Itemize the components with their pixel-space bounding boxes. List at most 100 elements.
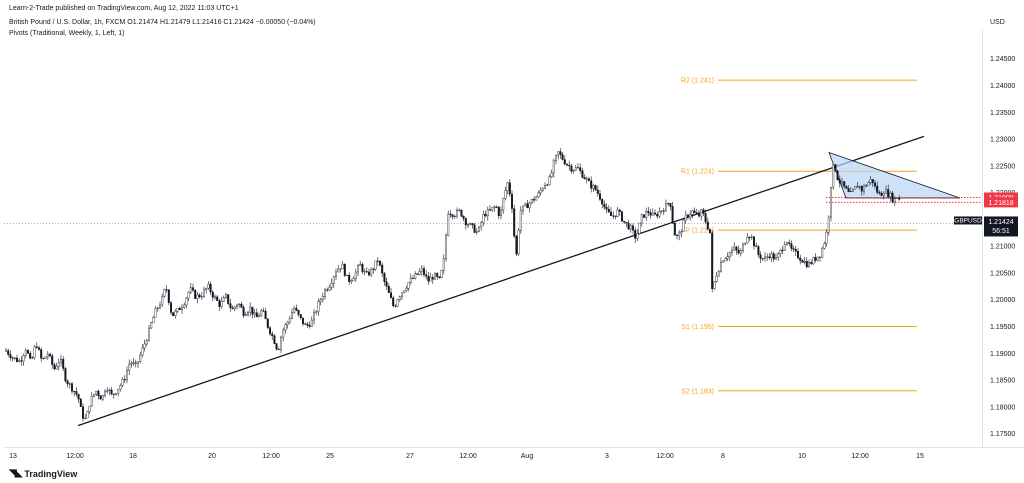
candle-body: [108, 389, 111, 391]
tradingview-logo-icon: ◥◣: [9, 468, 22, 479]
candle-body: [350, 280, 353, 282]
pivot-label-r2: R2 (1.241): [681, 78, 714, 85]
candle-body: [332, 276, 335, 284]
time-tick-label-4: 12:00: [262, 453, 280, 460]
candle-body: [376, 260, 379, 262]
candle-body: [244, 314, 247, 316]
candle-body: [561, 154, 564, 160]
candle-body: [502, 198, 505, 211]
candle-body: [128, 363, 131, 371]
candle-body: [843, 181, 846, 187]
candle-body: [73, 391, 76, 393]
candle-body: [737, 249, 740, 254]
candle-body: [748, 237, 751, 239]
current-price-label: 1.21424: [988, 219, 1013, 226]
candle-body: [849, 191, 852, 193]
candle-body: [438, 276, 441, 278]
candle-body: [161, 296, 164, 306]
candle-body: [722, 260, 725, 263]
candle-body: [812, 257, 815, 264]
red-price-label-1: 1.21818: [988, 200, 1013, 207]
candle-body: [374, 260, 377, 270]
red-price-label-bg-1: [984, 197, 1018, 208]
candle-body: [330, 283, 333, 288]
candle-body: [11, 357, 14, 359]
candle-body: [871, 179, 874, 184]
time-tick-label-3: 20: [208, 453, 216, 460]
candle-body: [97, 390, 100, 396]
candle-body: [854, 186, 857, 190]
candle-body: [273, 335, 276, 344]
candle-body: [788, 242, 791, 244]
price-tick-label-9: 1.20000: [990, 297, 1015, 304]
candle-body: [805, 260, 808, 268]
candle-body: [588, 178, 591, 182]
candle-body: [500, 209, 503, 217]
candle-body: [16, 357, 19, 362]
candle-body: [777, 253, 780, 258]
candle-body: [29, 353, 32, 359]
ascending-trendline[interactable]: [77, 135, 925, 427]
candle-body: [136, 361, 139, 364]
candle-body: [682, 219, 685, 232]
candle-body: [165, 289, 168, 291]
candle-body: [139, 354, 142, 362]
candle-body: [145, 340, 148, 345]
candle-body: [594, 185, 597, 191]
candle-body: [519, 210, 522, 231]
candle-body: [673, 222, 676, 236]
candle-body: [317, 301, 320, 312]
symbol-ohlc-line: British Pound / U.S. Dollar, 1h, FXCM O1…: [9, 19, 316, 26]
candle-body: [335, 271, 338, 278]
candle-body: [896, 197, 899, 199]
candle-body: [260, 310, 263, 316]
candle-body: [882, 193, 885, 196]
candle-body: [827, 216, 830, 233]
candle-body: [405, 288, 408, 292]
candle-body: [354, 271, 357, 279]
candle-body: [66, 380, 69, 385]
candle-body: [792, 248, 795, 250]
candle-body: [141, 347, 144, 356]
candle-body: [238, 303, 241, 306]
candle-body: [321, 296, 324, 301]
candle-body: [291, 312, 294, 319]
candle-body: [830, 187, 833, 218]
candle-body: [880, 193, 883, 196]
candle-body: [220, 301, 223, 307]
candle-body: [211, 291, 214, 298]
tradingview-logo: ◥◣ TradingView: [9, 468, 77, 479]
candle-body: [717, 271, 720, 277]
candle-body: [801, 260, 804, 263]
candle-body: [4, 350, 7, 352]
candle-body: [95, 390, 98, 395]
candle-body: [346, 274, 349, 276]
candle-body: [163, 289, 166, 297]
candle-body: [387, 286, 390, 293]
price-tick-label-13: 1.18000: [990, 404, 1015, 411]
candle-body: [570, 165, 573, 172]
candle-body: [425, 274, 428, 277]
candle-body: [893, 198, 896, 203]
publisher-line: Learn-2-Trade published on TradingView.c…: [9, 5, 239, 12]
candle-body: [469, 223, 472, 225]
candle-body: [695, 212, 698, 215]
candle-body: [436, 273, 439, 277]
candle-body: [277, 348, 280, 350]
price-tick-label-0: 1.24500: [990, 56, 1015, 63]
candle-body: [341, 263, 344, 269]
candle-body: [53, 364, 56, 370]
time-tick-label-13: 12:00: [851, 453, 869, 460]
candle-body: [394, 305, 397, 307]
candle-body: [150, 322, 153, 329]
candle-body: [156, 307, 159, 309]
symbol-tag-bg: [954, 216, 982, 225]
candle-body: [526, 203, 529, 209]
candle-body: [57, 362, 60, 367]
candle-body: [183, 304, 186, 308]
candle-body: [460, 209, 463, 217]
candle-body: [92, 394, 95, 397]
candle-body: [482, 214, 485, 223]
candle-body: [885, 189, 888, 194]
